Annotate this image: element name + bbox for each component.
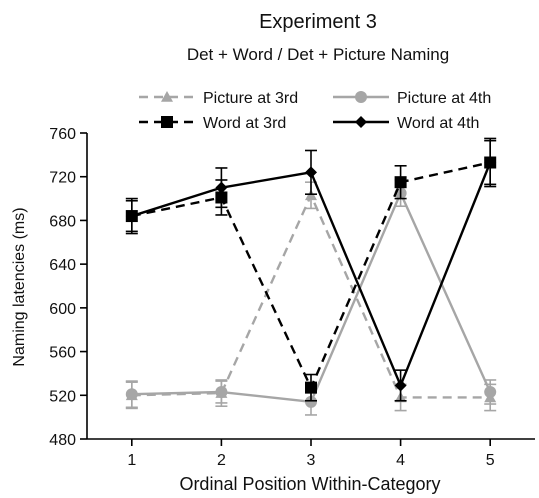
y-tick-label: 720 (49, 170, 76, 187)
legend-label: Picture at 3rd (203, 90, 298, 107)
data-point (394, 176, 407, 189)
data-point (305, 166, 317, 179)
y-tick-label: 680 (49, 213, 76, 230)
data-point (215, 181, 228, 194)
x-tick-label: 5 (486, 452, 495, 469)
data-point (484, 386, 497, 399)
legend-marker (161, 91, 173, 102)
y-tick-label: 600 (49, 301, 76, 318)
chart-title: Experiment 3 (259, 11, 377, 33)
legend-marker (355, 116, 367, 128)
plot-area: 480 520 560 600 640 680 720 760 1 2 3 4 5 (49, 126, 535, 469)
data-point (484, 156, 497, 169)
legend-item: Picture at 3rd (139, 90, 298, 107)
legend-item: Picture at 4th (333, 90, 491, 107)
y-tick-label: 480 (49, 432, 76, 449)
y-tick-label: 640 (49, 257, 76, 274)
x-tick-label: 1 (127, 452, 136, 469)
y-tick-label: 560 (49, 345, 76, 362)
y-tick-label: 760 (49, 126, 76, 143)
legend-item: Word at 3rd (139, 115, 286, 132)
data-point (215, 386, 228, 399)
legend-marker (355, 91, 367, 103)
x-axis-label: Ordinal Position Within-Category (179, 474, 440, 494)
y-axis-label: Naming latencies (ms) (11, 207, 28, 366)
legend-item: Word at 4th (333, 115, 479, 132)
data-point (305, 381, 317, 394)
x-tick-label: 4 (396, 452, 405, 469)
legend-label: Word at 4th (397, 115, 479, 132)
data-point (125, 210, 138, 223)
x-tick-label: 2 (217, 452, 226, 469)
y-tick-label: 520 (49, 388, 76, 405)
series-3 (125, 139, 497, 402)
legend: Picture at 3rd Picture at 4th Word at 3rd W… (139, 90, 491, 132)
chart-subtitle: Det + Word / Det + Picture Naming (187, 45, 449, 64)
legend-marker (161, 116, 173, 128)
legend-label: Picture at 4th (397, 90, 491, 107)
data-point (125, 388, 138, 401)
legend-label: Word at 3rd (203, 115, 286, 132)
data-point (305, 395, 317, 408)
data-point (394, 379, 407, 392)
x-tick-label: 3 (307, 452, 316, 469)
